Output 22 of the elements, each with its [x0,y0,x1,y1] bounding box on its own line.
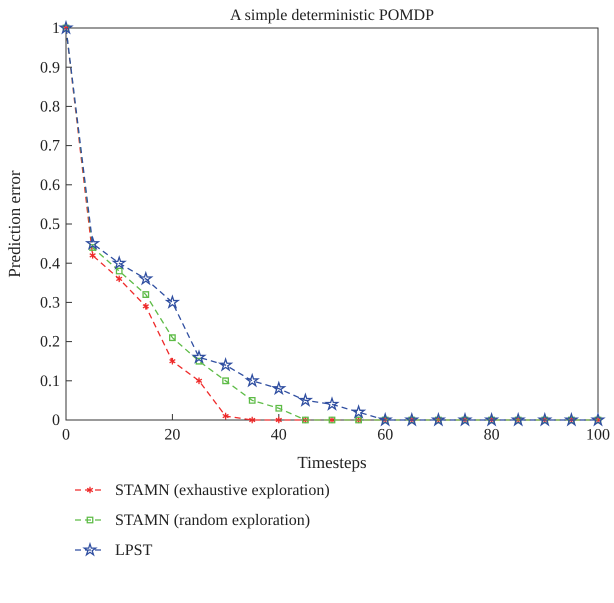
x-tick-label: 80 [484,426,500,444]
y-tick-label: 0.3 [40,294,60,312]
x-tick-label: 20 [164,426,180,444]
y-tick-label: 0.8 [40,98,60,116]
y-tick-label: 0.9 [40,59,60,76]
y-axis-title: Prediction error [5,170,24,278]
x-tick-label: 60 [377,426,394,444]
y-tick-label: 1 [52,20,60,38]
y-tick-label: 0.7 [40,138,60,155]
y-tick-label: 0.6 [40,176,60,194]
legend-label: STAMN (random exploration) [115,512,310,529]
y-tick-label: 0 [52,412,60,430]
y-tick-label: 0.1 [40,372,60,390]
y-tick-label: 0.2 [40,334,60,351]
legend-label: LPST [115,542,153,559]
y-tick-label: 0.4 [40,255,60,272]
x-tick-label: 40 [270,426,287,444]
x-tick-label: 100 [586,426,610,444]
legend-label: STAMN (exhaustive exploration) [115,482,330,499]
chart-title: A simple deterministic POMDP [230,7,434,24]
y-tick-label: 0.5 [40,216,60,234]
x-axis-title: Timesteps [297,453,367,472]
